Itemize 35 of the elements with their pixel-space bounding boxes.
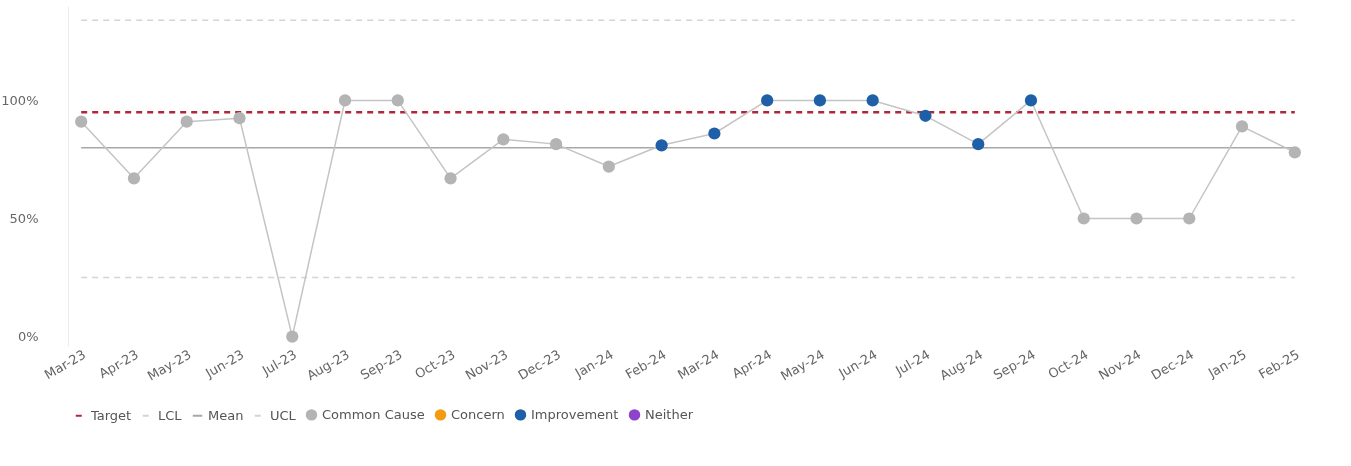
legend-label: Mean: [208, 407, 244, 423]
legend-label: Target: [90, 407, 132, 423]
point: [655, 139, 668, 152]
point: [602, 160, 615, 173]
point: [549, 138, 563, 151]
point: [1130, 212, 1143, 225]
point: [1024, 94, 1038, 107]
point: [233, 112, 246, 125]
point: [1235, 120, 1249, 133]
point: [1077, 212, 1090, 225]
y-tick-label: 50%: [9, 211, 39, 226]
legend-label: Concern: [451, 406, 505, 422]
point: [391, 94, 404, 107]
point: [286, 330, 299, 343]
point: [1183, 212, 1196, 225]
point: [1288, 146, 1301, 159]
legend-label: Common Cause: [322, 406, 425, 422]
point: [75, 115, 88, 128]
legend-label: Neither: [645, 406, 694, 422]
point: [919, 109, 932, 122]
point: [708, 127, 721, 140]
legend-label: LCL: [158, 407, 183, 423]
point: [497, 133, 510, 146]
point: [866, 94, 879, 107]
y-tick-label: 100%: [1, 92, 39, 108]
point: [813, 94, 827, 107]
point: [338, 94, 352, 107]
point: [761, 94, 774, 107]
point: [180, 115, 193, 128]
point: [444, 172, 457, 185]
legend-label: UCL: [270, 407, 297, 423]
legend-label: Improvement: [531, 406, 619, 422]
point: [972, 138, 985, 151]
y-tick-label: 0%: [17, 329, 39, 345]
point: [127, 172, 141, 185]
